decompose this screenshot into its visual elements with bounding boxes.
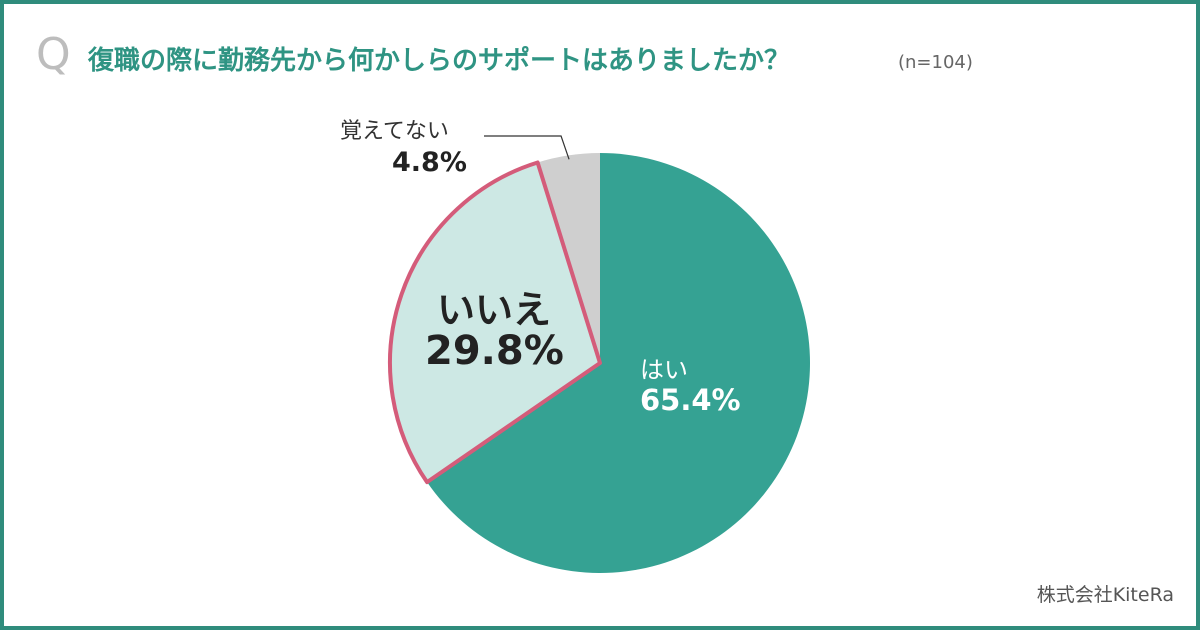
chart-title: 復職の際に勤務先から何かしらのサポートはありましたか？ xyxy=(88,46,791,76)
pie-slice-no xyxy=(388,160,602,485)
credit-text: 株式会社KiteRa xyxy=(1036,584,1174,606)
slice-value-unsure: 4.8% xyxy=(392,147,467,178)
slice-label-yes: はい xyxy=(640,356,688,384)
slice-label-unsure: 覚えてない xyxy=(340,119,449,144)
pie-slice-yes xyxy=(427,153,810,573)
sample-size: (n=104) xyxy=(898,52,973,73)
slice-value-no: 29.8% xyxy=(425,328,564,374)
leader-line xyxy=(484,135,570,160)
slice-label-no: いいえ xyxy=(437,288,552,332)
question-mark-icon: Q xyxy=(36,29,71,80)
slice-value-yes: 65.4% xyxy=(640,383,741,417)
